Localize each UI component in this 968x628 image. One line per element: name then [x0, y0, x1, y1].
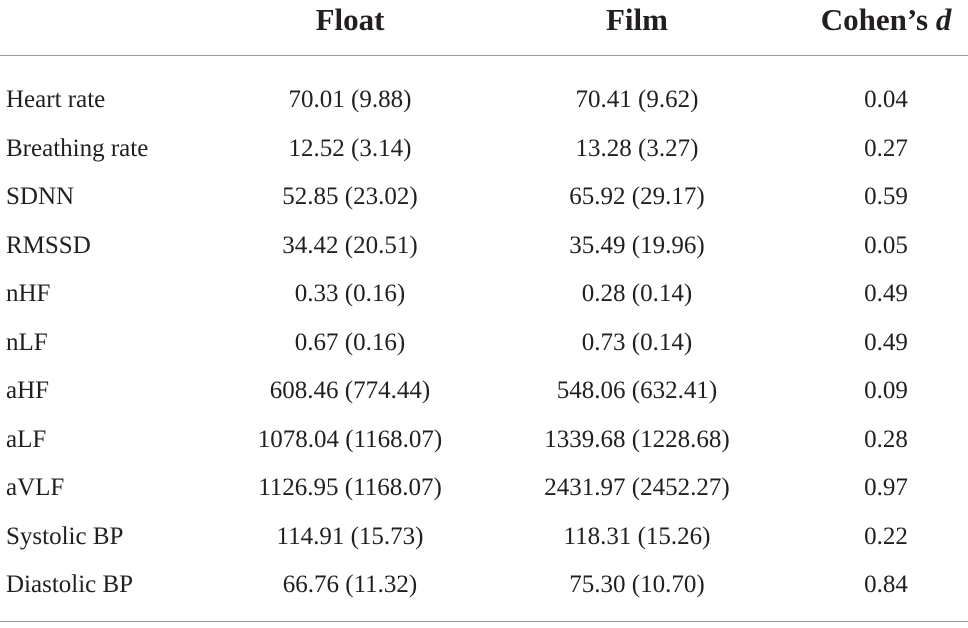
row-label: SDNN [6, 183, 75, 210]
table-cell: 0.49 [864, 280, 908, 307]
table-cell: 35.49 (19.96) [569, 231, 705, 259]
table-cell: 66.76 (11.32) [282, 571, 418, 598]
table-cell: 13.28 (3.27) [575, 134, 699, 162]
column-header-symbol: d [935, 2, 952, 37]
column-header-text: Float [315, 2, 385, 37]
table-cell: 0.33 (0.16) [294, 280, 406, 307]
table-cell: 0.73 (0.14) [581, 328, 693, 356]
row-label: Heart rate [6, 86, 106, 113]
table-cell: 118.31 (15.26) [563, 522, 711, 550]
table-cell: 0.28 [864, 425, 908, 453]
table-cell: 0.04 [864, 86, 908, 113]
table-cell: 34.42 (20.51) [282, 231, 418, 259]
column-header-text: Film [606, 2, 668, 37]
row-label: Breathing rate [6, 134, 149, 162]
table-cell: 0.49 [864, 328, 908, 356]
table-cell: 2431.97 (2452.27) [544, 474, 730, 501]
table-cell: 52.85 (23.02) [282, 183, 418, 210]
row-label: aHF [6, 377, 50, 404]
column-header: Float [316, 2, 385, 38]
row-label: aLF [6, 425, 47, 453]
row-label: RMSSD [6, 231, 91, 259]
table-cell: 0.22 [864, 522, 908, 550]
table-cell: 1078.04 (1168.07) [257, 425, 443, 453]
table-cell: 0.84 [864, 571, 908, 598]
column-header-text: Cohen’s [820, 2, 929, 37]
row-label: Systolic BP [6, 522, 124, 550]
bottom-rule [0, 621, 968, 622]
table-cell: 608.46 (774.44) [269, 377, 431, 404]
table-cell: 0.28 (0.14) [581, 280, 693, 307]
table-cell: 548.06 (632.41) [556, 377, 718, 404]
table-cell: 70.41 (9.62) [575, 86, 699, 113]
row-label: aVLF [6, 474, 65, 501]
table-cell: 1126.95 (1168.07) [258, 474, 442, 501]
row-label: nLF [6, 328, 48, 356]
table-cell: 1339.68 (1228.68) [544, 425, 730, 453]
table-cell: 0.59 [864, 183, 908, 210]
table-cell: 0.27 [864, 134, 908, 162]
table-cell: 65.92 (29.17) [569, 183, 705, 210]
table-cell: 0.09 [864, 377, 908, 404]
table-cell: 75.30 (10.70) [569, 571, 705, 598]
table-cell: 114.91 (15.73) [276, 522, 424, 550]
column-header: Film [606, 2, 668, 38]
table-cell: 0.67 (0.16) [294, 328, 406, 356]
table-cell: 0.97 [864, 474, 908, 501]
row-label: nHF [6, 280, 51, 307]
table-cell: 70.01 (9.88) [288, 86, 412, 113]
column-header: Cohen’s d [821, 2, 952, 38]
header-rule [0, 55, 968, 56]
table-cell: 12.52 (3.14) [288, 134, 412, 162]
row-label: Diastolic BP [6, 571, 134, 598]
table-cell: 0.05 [864, 231, 908, 259]
